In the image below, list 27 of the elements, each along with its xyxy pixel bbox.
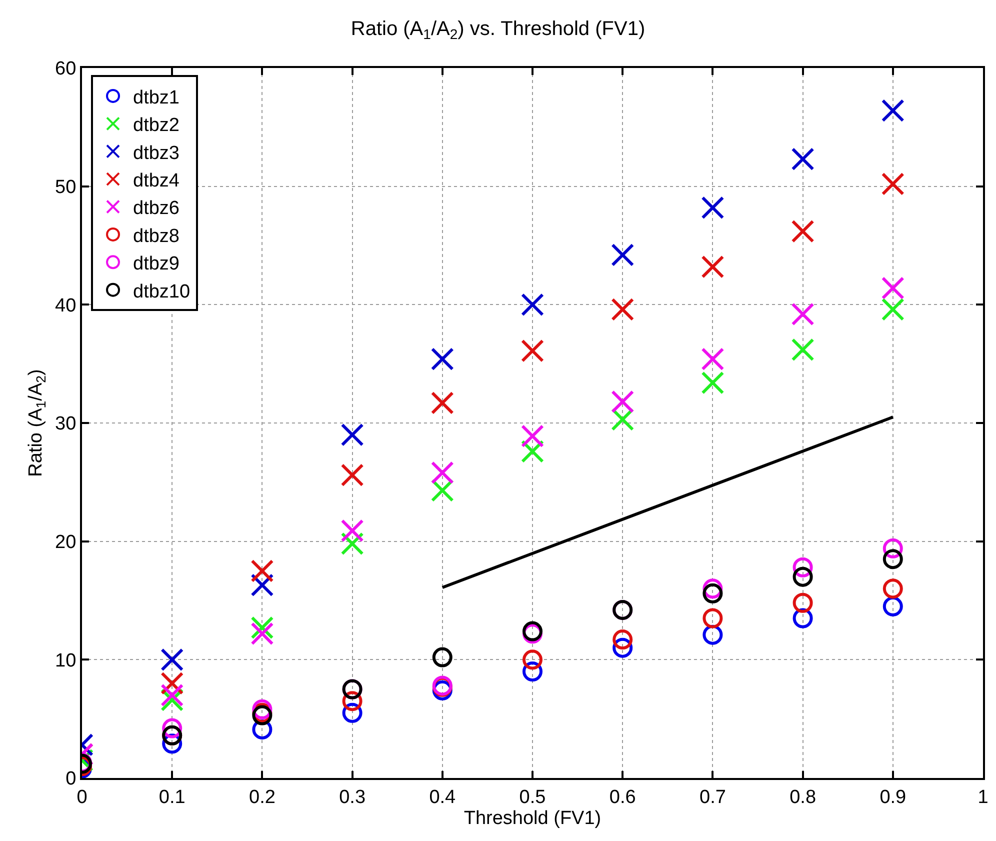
x-tick-label: 0.1 (158, 786, 186, 808)
legend-label: dtbz9 (133, 254, 180, 275)
x-tick-label: 0.8 (790, 786, 816, 808)
legend-label: dtbz4 (133, 170, 180, 192)
x-tick-label: 0.9 (880, 786, 906, 808)
legend-label: dtbz3 (133, 142, 180, 164)
legend-label: dtbz1 (133, 87, 180, 108)
x-axis-title: Threshold (FV1) (464, 808, 602, 829)
x-tick-label: 0.6 (609, 786, 636, 808)
y-tick-label: 20 (55, 532, 76, 553)
x-tick-label: 0.3 (339, 786, 366, 808)
y-tick-label: 40 (55, 295, 76, 316)
y-tick-label: 10 (55, 650, 76, 672)
legend-label: dtbz10 (133, 281, 190, 302)
x-tick-label: 0.7 (699, 786, 726, 808)
legend-label: dtbz2 (133, 115, 180, 136)
x-tick-label: 0.5 (519, 786, 546, 808)
y-tick-label: 60 (55, 58, 76, 80)
y-tick-label: 0 (66, 768, 76, 790)
chart-title: Ratio (A$_{1}$/A$_{2}$) vs. Threshold (FV1) (350, 18, 646, 42)
x-tick-label: 0.4 (429, 786, 456, 808)
legend-label: dtbz8 (133, 226, 180, 247)
x-tick-label: 1 (978, 786, 988, 808)
legend-label: dtbz6 (133, 198, 180, 220)
x-tick-label: 0.2 (248, 786, 276, 808)
y-tick-label: 50 (55, 176, 76, 198)
y-tick-label: 30 (55, 414, 76, 435)
